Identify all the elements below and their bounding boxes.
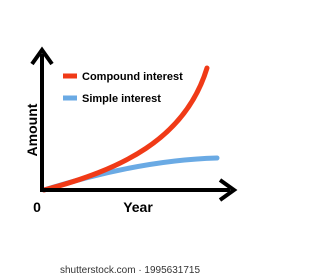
origin-label: 0 [33, 199, 41, 215]
diagram: Compound interest Simple interest Amount… [0, 46, 260, 280]
y-arrow [30, 46, 54, 66]
y-axis-label: Amount [24, 103, 40, 156]
x-axis-label: Year [123, 199, 153, 215]
compound-interest-curve [41, 65, 210, 193]
footer-text: shutterstock.com · 1995631715 [60, 265, 201, 276]
footer-strip [0, 258, 260, 280]
x-arrow [218, 178, 238, 202]
legend-label: Simple interest [82, 93, 161, 105]
legend-label: Compound interest [82, 71, 183, 83]
